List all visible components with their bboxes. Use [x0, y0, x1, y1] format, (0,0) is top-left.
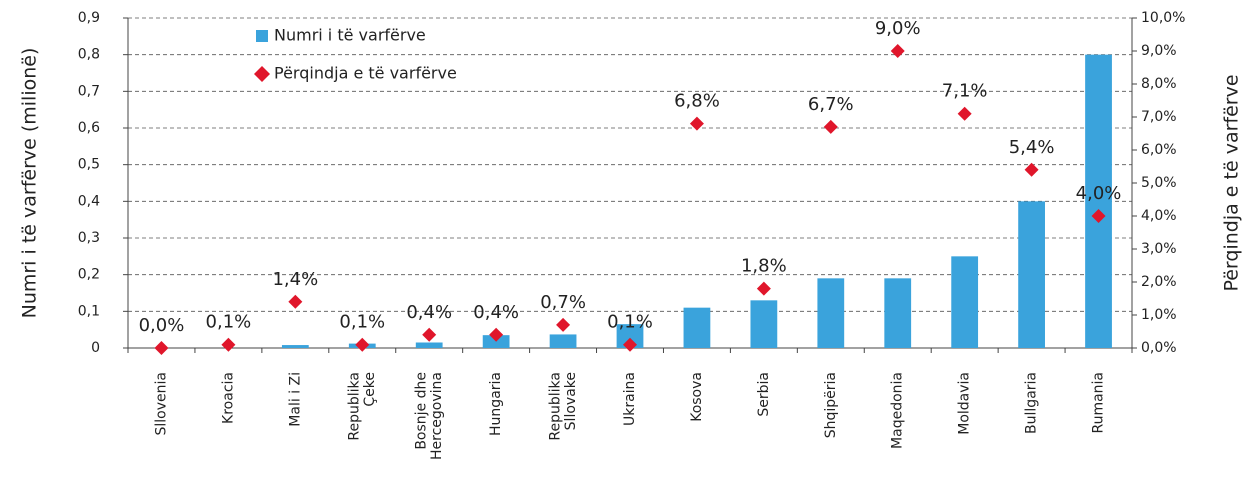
data-label: 0,0% — [139, 315, 185, 336]
data-label: 0,7% — [540, 292, 586, 313]
x-tick-label: Serbia — [756, 372, 772, 417]
y-tick-label: 0,2 — [78, 267, 100, 283]
bar — [884, 278, 912, 348]
x-tick-label: RepublikaÇeke — [347, 372, 378, 441]
data-label: 0,1% — [206, 312, 252, 333]
y2-tick-label: 3,0% — [1141, 241, 1177, 257]
x-tick-label: Kroacia — [220, 372, 236, 424]
y2-tick-label: 5,0% — [1141, 175, 1177, 191]
x-tick-label: RepublikaSllovake — [547, 372, 578, 441]
y2-tick-label: 7,0% — [1141, 109, 1177, 125]
data-label: 1,8% — [741, 256, 787, 277]
bar — [951, 256, 979, 348]
marker — [689, 116, 704, 131]
marker — [890, 44, 905, 58]
x-tick-label: Maqedonia — [890, 372, 906, 449]
y2-tick-label: 2,0% — [1141, 274, 1177, 290]
y2-tick-label: 1,0% — [1141, 307, 1177, 323]
marker — [288, 294, 303, 309]
marker — [1091, 209, 1106, 223]
y2-tick-label: 4,0% — [1141, 208, 1177, 224]
x-tick-label: Moldavia — [957, 372, 973, 435]
marker — [756, 281, 771, 296]
marker — [1024, 162, 1039, 177]
x-tick-label: Hungaria — [488, 372, 504, 436]
bar — [415, 342, 443, 348]
y-tick-label: 0,7 — [78, 83, 100, 99]
marker — [823, 119, 838, 134]
data-label: 5,4% — [1009, 137, 1055, 158]
x-tick-label: Bullgaria — [1024, 372, 1040, 434]
x-tick-label: Kosova — [689, 372, 705, 422]
legend-swatch — [256, 30, 268, 42]
legend-label: Numri i të varfërve — [274, 26, 426, 45]
data-label: 0,4% — [473, 302, 519, 323]
marker — [355, 337, 370, 352]
x-tick-label: Shqipëria — [823, 372, 839, 438]
y2-tick-label: 8,0% — [1141, 76, 1177, 92]
y2-tick-label: 9,0% — [1141, 43, 1177, 59]
y2-tick-label: 10,0% — [1141, 10, 1185, 26]
x-tick-label: Bosnje dheHercegovina — [414, 372, 445, 460]
marker — [489, 327, 504, 342]
bar — [817, 278, 845, 348]
bar — [683, 307, 711, 348]
x-tick-label: Mali i Zi — [287, 372, 303, 427]
y-tick-label: 0,6 — [78, 120, 100, 136]
data-label: 9,0% — [875, 18, 921, 39]
y-tick-label: 0,1 — [78, 303, 100, 319]
y-tick-label: 0,4 — [78, 193, 100, 209]
y2-tick-label: 6,0% — [1141, 142, 1177, 158]
marker — [154, 341, 169, 355]
bar — [1085, 54, 1112, 349]
data-label: 1,4% — [272, 269, 318, 290]
bar — [616, 324, 644, 348]
y2-axis-title: Përqindja e të varfërve — [1221, 74, 1243, 291]
marker — [422, 327, 437, 342]
legend-swatch — [254, 66, 270, 82]
y-tick-label: 0,9 — [78, 10, 100, 26]
marker — [623, 337, 637, 352]
data-label: 6,8% — [674, 91, 720, 112]
y-tick-label: 0,5 — [78, 157, 100, 173]
y-tick-label: 0,8 — [78, 47, 100, 63]
data-label: 0,1% — [339, 312, 385, 333]
legend-label: Përqindja e të varfërve — [274, 64, 457, 83]
x-tick-label: Ukraina — [622, 372, 638, 426]
y2-tick-label: 0,0% — [1141, 340, 1177, 356]
data-label: 4,0% — [1076, 183, 1122, 204]
x-tick-label: Sllovenia — [153, 372, 169, 435]
x-tick-label: Rumania — [1091, 372, 1107, 434]
marker — [221, 337, 236, 352]
bar — [750, 300, 778, 348]
y-axis-title: Numri i të varfërve (milionë) — [19, 48, 41, 319]
y-tick-label: 0 — [91, 340, 100, 356]
bar — [549, 334, 577, 348]
data-label: 0,1% — [607, 312, 653, 333]
data-label: 7,1% — [942, 81, 988, 102]
y-tick-label: 0,3 — [78, 230, 100, 246]
data-label: 6,7% — [808, 94, 854, 115]
marker — [556, 317, 571, 332]
bar — [281, 345, 309, 348]
marker — [957, 106, 972, 121]
bar — [1018, 201, 1045, 348]
data-label: 0,4% — [406, 302, 452, 323]
